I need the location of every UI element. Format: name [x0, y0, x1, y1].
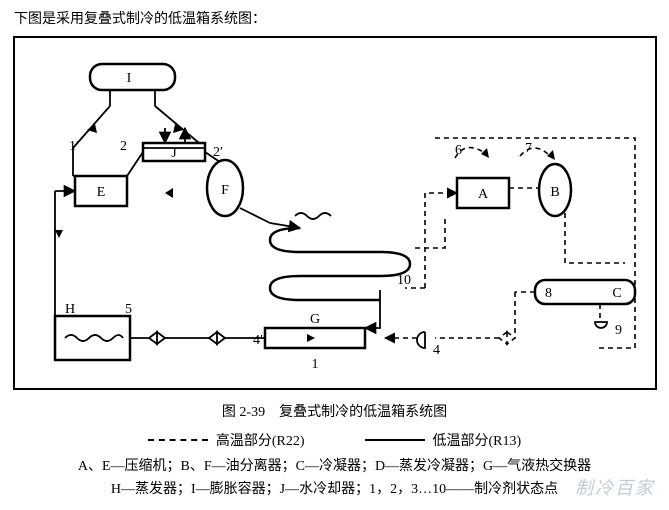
label-G: G	[309, 312, 319, 327]
legend-high-label: 高温部分(R22)	[216, 430, 305, 450]
label-1: 1	[311, 357, 318, 372]
diagram: I 1′ 2 E F J 2′	[13, 36, 657, 390]
solid-line-icon	[365, 439, 425, 441]
label-6: 6	[455, 143, 462, 158]
label-10: 10	[397, 273, 411, 288]
legend-low: 低温部分(R13)	[365, 430, 522, 450]
label-F: F	[221, 183, 229, 198]
legend: 高温部分(R22) 低温部分(R13)	[0, 430, 669, 450]
key: A、E—压缩机；B、F—油分离器；C—冷凝器；D—蒸发冷凝器；G—气液热交换器 …	[40, 456, 629, 501]
label-4p: 4′	[253, 333, 263, 348]
label-H: H	[65, 302, 75, 317]
label-E: E	[96, 185, 105, 200]
legend-high: 高温部分(R22)	[148, 430, 305, 450]
label-9: 9	[615, 323, 622, 338]
page: 下图是采用复叠式制冷的低温箱系统图： I 1′ 2	[0, 0, 669, 510]
label-A: A	[477, 187, 488, 202]
label-2: 2	[120, 139, 127, 154]
label-5: 5	[125, 302, 132, 317]
caption-title: 复叠式制冷的低温箱系统图	[279, 405, 447, 420]
key-line-2: H—蒸发器；I—膨胀容器；J—水冷却器；1，2，3…10——制冷剂状态点	[40, 479, 629, 501]
schematic-svg: I 1′ 2 E F J 2′	[15, 38, 655, 388]
label-8: 8	[545, 286, 552, 301]
label-C: C	[612, 286, 621, 301]
caption: 图 2-39 复叠式制冷的低温箱系统图	[0, 402, 669, 424]
legend-low-label: 低温部分(R13)	[433, 430, 522, 450]
label-1p: 1′	[69, 139, 79, 154]
label-4: 4	[433, 343, 440, 358]
key-line-1: A、E—压缩机；B、F—油分离器；C—冷凝器；D—蒸发冷凝器；G—气液热交换器	[40, 456, 629, 478]
dash-line-icon	[148, 439, 208, 441]
label-B: B	[550, 185, 559, 200]
intro-text: 下图是采用复叠式制冷的低温箱系统图：	[0, 0, 669, 36]
label-I: I	[126, 71, 131, 86]
label-7: 7	[525, 141, 532, 156]
caption-no: 图 2-39	[222, 405, 265, 420]
